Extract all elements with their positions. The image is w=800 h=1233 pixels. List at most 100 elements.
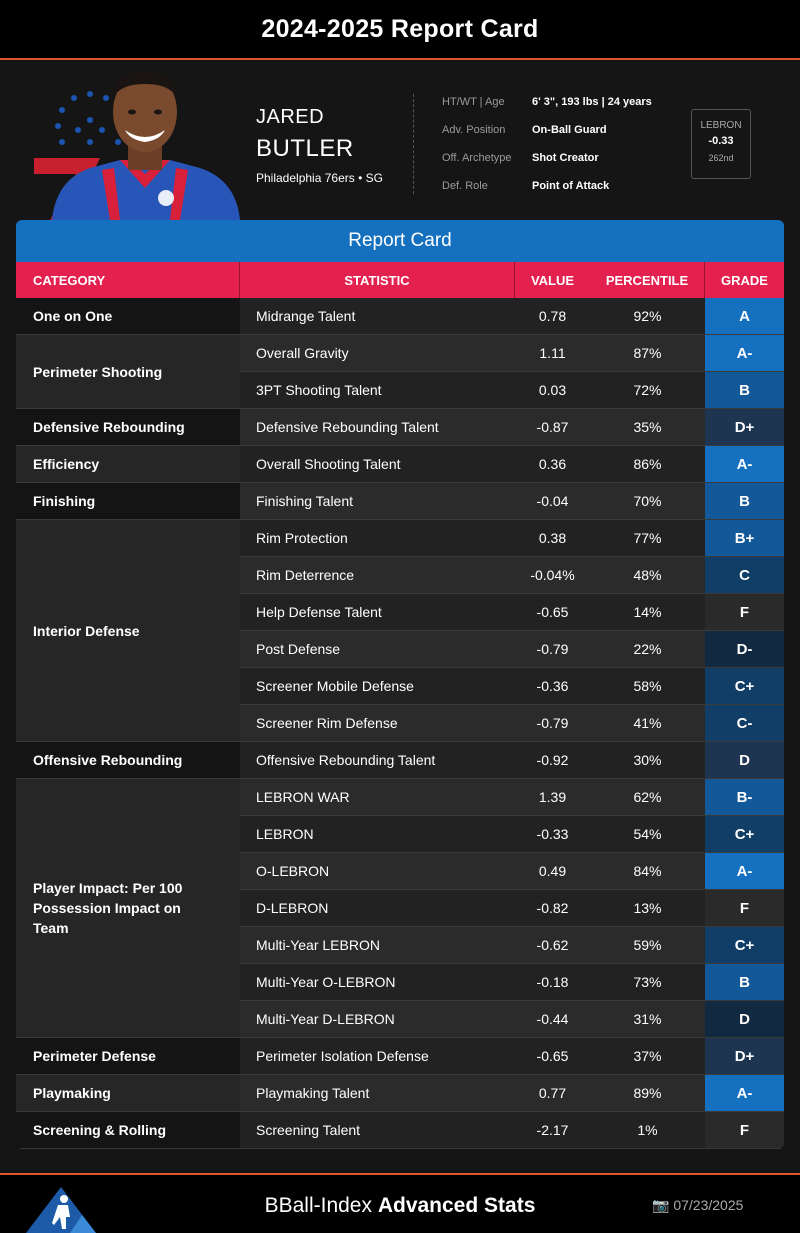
table-row: Screening Talent -2.17 1% F	[16, 1112, 784, 1149]
value-cell: -0.04	[515, 483, 590, 519]
statistic-cell: Multi-Year D-LEBRON	[240, 1001, 515, 1037]
player-headshot	[52, 72, 240, 220]
player-info: HT/WT | Age 6' 3", 193 lbs | 24 years Ad…	[442, 96, 652, 208]
info-value: Shot Creator	[532, 152, 599, 164]
percentile-cell: 89%	[590, 1075, 705, 1111]
category-cell: Finishing	[16, 483, 240, 520]
percentile-cell: 58%	[590, 668, 705, 704]
report-card-header: Report Card	[16, 220, 784, 262]
category-cell: Perimeter Defense	[16, 1038, 240, 1075]
info-row-def-role: Def. Role Point of Attack	[442, 180, 652, 208]
date-text: 07/23/2025	[673, 1197, 744, 1213]
lebron-summary-box: LEBRON -0.33 262nd	[691, 109, 751, 179]
statistic-cell: LEBRON WAR	[240, 779, 515, 815]
statistic-cell: Overall Shooting Talent	[240, 446, 515, 482]
grade-cell: C+	[705, 927, 784, 963]
statistic-cell: Rim Deterrence	[240, 557, 515, 593]
report-date: 📷 07/23/2025	[652, 1197, 743, 1214]
category-cell: Playmaking	[16, 1075, 240, 1112]
info-value: 6' 3", 193 lbs | 24 years	[532, 96, 652, 108]
table-row: Midrange Talent 0.78 92% A	[16, 298, 784, 335]
table-row: Multi-Year LEBRON -0.62 59% C+	[16, 927, 784, 964]
table-row: Perimeter Isolation Defense -0.65 37% D+	[16, 1038, 784, 1075]
statistic-cell: Screener Rim Defense	[240, 705, 515, 741]
grade-cell: A	[705, 298, 784, 334]
table-row: Overall Shooting Talent 0.36 86% A-	[16, 446, 784, 483]
table-row: Screener Rim Defense -0.79 41% C-	[16, 705, 784, 742]
title-bar: 2024-2025 Report Card	[0, 0, 800, 60]
statistic-cell: Perimeter Isolation Defense	[240, 1038, 515, 1074]
player-last-name: BUTLER	[256, 135, 354, 162]
table-body: Midrange Talent 0.78 92% A Overall Gravity 1.…	[16, 298, 784, 1149]
percentile-cell: 54%	[590, 816, 705, 852]
grade-cell: B	[705, 483, 784, 519]
header-divider	[413, 94, 414, 194]
info-row-archetype: Off. Archetype Shot Creator	[442, 152, 652, 180]
info-row-htwt: HT/WT | Age 6' 3", 193 lbs | 24 years	[442, 96, 652, 124]
statistic-cell: Finishing Talent	[240, 483, 515, 519]
category-cell: Offensive Rebounding	[16, 742, 240, 779]
value-cell: -0.44	[515, 1001, 590, 1037]
table-row: Rim Deterrence -0.04% 48% C	[16, 557, 784, 594]
statistic-cell: Help Defense Talent	[240, 594, 515, 630]
category-cell: Player Impact: Per 100 Possession Impact…	[16, 779, 240, 1038]
value-cell: -0.18	[515, 964, 590, 1000]
grade-cell: F	[705, 890, 784, 926]
percentile-cell: 62%	[590, 779, 705, 815]
table-row: Post Defense -0.79 22% D-	[16, 631, 784, 668]
grade-cell: B+	[705, 520, 784, 556]
table-row: Multi-Year D-LEBRON -0.44 31% D	[16, 1001, 784, 1038]
grade-cell: D	[705, 1001, 784, 1037]
bball-index-logo-icon	[26, 1187, 96, 1233]
category-cell: Perimeter Shooting	[16, 335, 240, 409]
percentile-cell: 87%	[590, 335, 705, 371]
value-cell: -0.65	[515, 594, 590, 630]
percentile-cell: 14%	[590, 594, 705, 630]
column-header-statistic: STATISTIC	[240, 262, 515, 298]
table-row: Finishing Talent -0.04 70% B	[16, 483, 784, 520]
value-cell: -0.04%	[515, 557, 590, 593]
value-cell: -0.65	[515, 1038, 590, 1074]
value-cell: -2.17	[515, 1112, 590, 1148]
grade-cell: D-	[705, 631, 784, 667]
table-row: Overall Gravity 1.11 87% A-	[16, 335, 784, 372]
table-row: O-LEBRON 0.49 84% A-	[16, 853, 784, 890]
percentile-cell: 72%	[590, 372, 705, 408]
value-cell: -0.79	[515, 705, 590, 741]
camera-icon: 📷	[652, 1197, 670, 1213]
grade-cell: D+	[705, 409, 784, 445]
table-row: Screener Mobile Defense -0.36 58% C+	[16, 668, 784, 705]
player-team-position: Philadelphia 76ers • SG	[256, 171, 383, 185]
value-cell: 0.77	[515, 1075, 590, 1111]
brand-text: BBall-Index Advanced Stats	[0, 1194, 800, 1218]
info-label: Off. Archetype	[442, 152, 512, 164]
statistic-cell: Midrange Talent	[240, 298, 515, 334]
statistic-cell: Playmaking Talent	[240, 1075, 515, 1111]
grade-cell: C-	[705, 705, 784, 741]
value-cell: -0.87	[515, 409, 590, 445]
brand-name: BBall-Index	[264, 1194, 372, 1217]
value-cell: -0.82	[515, 890, 590, 926]
table-row: 3PT Shooting Talent 0.03 72% B	[16, 372, 784, 409]
value-cell: 1.11	[515, 335, 590, 371]
percentile-cell: 22%	[590, 631, 705, 667]
grade-cell: C	[705, 557, 784, 593]
category-cell: Interior Defense	[16, 520, 240, 742]
grade-cell: D+	[705, 1038, 784, 1074]
value-cell: 0.38	[515, 520, 590, 556]
percentile-cell: 92%	[590, 298, 705, 334]
player-header: JARED BUTLER Philadelphia 76ers • SG HT/…	[0, 62, 800, 220]
grade-cell: C+	[705, 668, 784, 704]
table-row: Playmaking Talent 0.77 89% A-	[16, 1075, 784, 1112]
statistic-cell: Rim Protection	[240, 520, 515, 556]
value-cell: -0.62	[515, 927, 590, 963]
statistic-cell: Multi-Year LEBRON	[240, 927, 515, 963]
statistic-cell: Multi-Year O-LEBRON	[240, 964, 515, 1000]
brand-tagline: Advanced Stats	[377, 1194, 536, 1217]
statistic-cell: LEBRON	[240, 816, 515, 852]
grade-cell: A-	[705, 1075, 784, 1111]
statistic-cell: Offensive Rebounding Talent	[240, 742, 515, 778]
value-cell: 1.39	[515, 779, 590, 815]
percentile-cell: 59%	[590, 927, 705, 963]
percentile-cell: 86%	[590, 446, 705, 482]
